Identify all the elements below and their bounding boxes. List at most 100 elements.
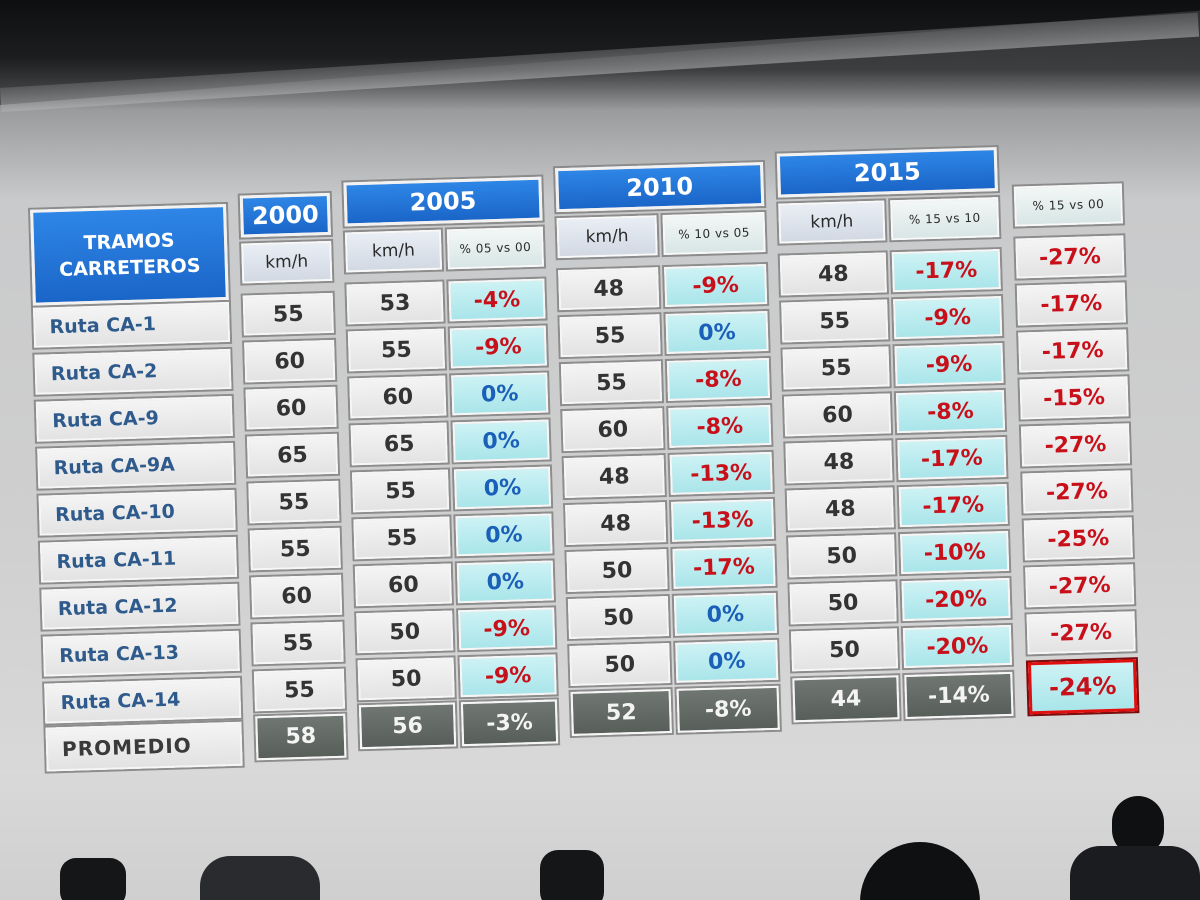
audience-head [200, 856, 320, 900]
value-cell-v2015: 60 [783, 393, 892, 437]
route-name-cell: Ruta CA-14 [44, 677, 242, 724]
value-cell-p15: -9% [894, 343, 1004, 387]
value-cell-v2010: 60 [562, 408, 664, 452]
average-cell-v2015: 44 [792, 675, 900, 723]
value-cell-v2015: 50 [788, 534, 896, 578]
value-cell-p1500: -27% [1025, 564, 1135, 608]
route-name-cell: Ruta CA-2 [34, 348, 232, 395]
value-cell-p1500: -27% [1020, 423, 1131, 467]
year-header-2005: 2005 [343, 176, 543, 227]
value-cell-p10: -9% [664, 263, 768, 307]
value-cell-p05: 0% [453, 466, 552, 510]
value-cell-v2000: 60 [244, 339, 336, 383]
value-cell-p1500: -27% [1015, 235, 1125, 279]
value-cell-v2005: 55 [352, 469, 450, 513]
value-cell-v2010: 50 [569, 643, 671, 686]
value-cell-v2010: 48 [565, 502, 667, 546]
value-cell-v2010: 50 [566, 549, 668, 593]
value-cell-p05: -9% [449, 325, 547, 369]
route-name-cell: Ruta CA-10 [38, 489, 236, 536]
value-cell-v2000: 55 [248, 480, 340, 524]
kmh-header-2000: km/h [241, 240, 333, 284]
value-cell-p10: 0% [665, 310, 769, 354]
average-cell-p05: -3% [460, 699, 559, 747]
value-cell-v2010: 55 [560, 361, 663, 405]
year-header-2015: 2015 [776, 147, 998, 198]
value-cell-p10: -13% [669, 451, 773, 495]
value-cell-p15: -10% [900, 530, 1010, 575]
average-cell-p15: -14% [904, 671, 1014, 720]
average-cell-v2010: 52 [570, 689, 672, 737]
value-cell-p15: -9% [893, 296, 1003, 340]
average-cell-v2000: 58 [255, 713, 347, 760]
value-cell-v2005: 65 [350, 422, 448, 466]
value-cell-p1500: -25% [1023, 517, 1133, 561]
value-cell-p05: -9% [458, 607, 556, 651]
value-cell-p1500: -17% [1016, 282, 1126, 326]
value-cell-v2015: 50 [790, 628, 899, 672]
value-cell-p10: 0% [675, 639, 779, 683]
camera-icon [540, 850, 604, 900]
value-cell-p15: -20% [902, 624, 1013, 669]
value-cell-v2000: 55 [249, 527, 341, 571]
average-label: PROMEDIO [45, 721, 243, 772]
value-cell-v2015: 55 [781, 299, 889, 343]
route-name-cell: Ruta CA-12 [41, 583, 239, 630]
value-cell-v2015: 55 [782, 346, 890, 390]
value-cell-v2005: 50 [356, 610, 454, 654]
pct-header-05-vs-00: % 05 vs 00 [446, 226, 544, 270]
kmh-header-2005: km/h [344, 229, 443, 273]
route-name-cell: Ruta CA-9A [37, 442, 235, 489]
value-cell-v2000: 60 [251, 574, 343, 618]
route-name-cell: Ruta CA-9 [35, 395, 233, 442]
value-cell-v2000: 65 [246, 433, 339, 477]
value-cell-v2015: 48 [779, 252, 887, 296]
speed-table: TRAMOS CARRETEROS 2000 2005 2010 2015 km/h km/… [22, 106, 1200, 800]
value-cell-v2005: 60 [349, 375, 447, 419]
route-name-cell: Ruta CA-11 [39, 536, 238, 583]
value-cell-p15: -17% [898, 483, 1008, 528]
value-cell-p10: -13% [671, 498, 775, 542]
value-cell-p05: 0% [451, 372, 549, 416]
value-cell-p05: -9% [459, 654, 557, 698]
value-cell-v2000: 55 [252, 621, 344, 665]
value-cell-v2000: 55 [253, 668, 346, 712]
value-cell-p1500: -27% [1022, 470, 1132, 514]
value-cell-p05: 0% [452, 419, 550, 463]
kmh-header-2015: km/h [778, 200, 886, 244]
value-cell-p1500: -27% [1026, 611, 1136, 655]
value-cell-p10: -8% [666, 357, 770, 401]
value-cell-p15: -17% [891, 249, 1001, 293]
audience-head [1070, 846, 1200, 900]
value-cell-v2000: 60 [245, 386, 337, 430]
average-cell-v2005: 56 [358, 702, 457, 750]
value-cell-p10: -8% [668, 404, 772, 448]
value-cell-v2010: 50 [567, 596, 669, 639]
table-header-title: TRAMOS CARRETEROS [30, 203, 229, 306]
value-cell-v2015: 48 [786, 487, 894, 531]
value-cell-p05: 0% [455, 513, 553, 557]
year-header-2010: 2010 [555, 162, 765, 213]
value-cell-p15: -17% [897, 436, 1007, 481]
value-cell-v2005: 60 [354, 563, 452, 607]
average-total-highlight: -24% [1027, 659, 1138, 715]
pct-header-15-vs-00: % 15 vs 00 [1013, 183, 1123, 227]
route-name-cell: Ruta CA-13 [42, 630, 240, 677]
value-cell-v2005: 55 [347, 328, 445, 372]
value-cell-p1500: -17% [1018, 329, 1128, 373]
pct-header-15-vs-10: % 15 vs 10 [890, 197, 1000, 241]
value-cell-v2000: 55 [242, 292, 334, 336]
value-cell-p05: 0% [456, 560, 554, 604]
value-cell-v2015: 50 [789, 581, 897, 625]
value-cell-p10: -17% [672, 545, 776, 589]
value-cell-p15: -8% [895, 389, 1006, 434]
value-cell-v2005: 53 [346, 281, 444, 325]
kmh-header-2010: km/h [556, 215, 658, 259]
value-cell-p05: -4% [448, 278, 546, 322]
value-cell-v2010: 48 [558, 267, 660, 311]
camera-icon [60, 858, 126, 900]
value-cell-p15: -20% [901, 577, 1011, 622]
value-cell-v2015: 48 [785, 440, 893, 484]
value-cell-v2010: 48 [563, 455, 665, 499]
value-cell-v2010: 55 [559, 314, 661, 358]
